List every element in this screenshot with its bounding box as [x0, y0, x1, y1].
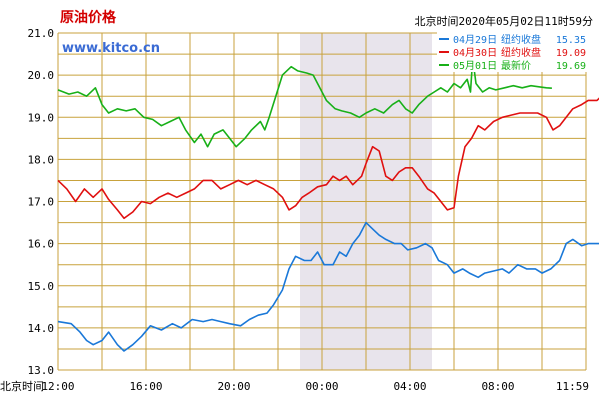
x-axis-prefix: 北京时间	[0, 379, 44, 393]
legend-box	[437, 32, 587, 72]
legend-series-label: 纽约收盘	[501, 46, 541, 59]
y-tick-label: 14.0	[28, 322, 55, 335]
chart-title: 原油价格	[60, 9, 117, 26]
site-watermark: www.kitco.cn	[62, 41, 160, 56]
y-tick-label: 18.0	[28, 153, 55, 166]
legend-series-value: 19.69	[556, 61, 586, 72]
y-axis-ticks: 13.0 14.0 15.0 16.0 17.0 18.0 19.0 20.0 21.0	[28, 27, 55, 377]
legend-series-label: 最新价	[501, 59, 531, 72]
legend: 04月29日 纽约收盘 15.35 04月30日 纽约收盘 19.09 05月01日 最新价 1…	[437, 32, 587, 72]
x-tick-label: 04:00	[393, 380, 426, 393]
y-tick-label: 15.0	[28, 280, 55, 293]
x-tick-label: 16:00	[129, 380, 162, 393]
series-line-1	[57, 97, 599, 220]
legend-series-value: 15.35	[556, 35, 586, 46]
y-tick-label: 13.0	[28, 364, 55, 377]
y-tick-label: 19.0	[28, 111, 55, 124]
x-tick-label: 20:00	[217, 380, 250, 393]
x-tick-label: 08:00	[481, 380, 514, 393]
legend-series-label: 纽约收盘	[501, 33, 541, 46]
y-tick-label: 17.0	[28, 196, 55, 209]
y-tick-label: 20.0	[28, 69, 55, 82]
x-tick-label: 00:00	[305, 380, 338, 393]
x-axis-ticks: 12:00 16:00 20:00 00:00 04:00 08:00 11:59	[41, 380, 589, 393]
legend-series-name: 04月30日	[453, 47, 497, 59]
legend-series-name: 05月01日	[453, 60, 497, 72]
y-tick-label: 16.0	[28, 238, 55, 251]
x-tick-label: 12:00	[41, 380, 74, 393]
legend-series-name: 04月29日	[453, 34, 497, 46]
legend-series-value: 19.09	[556, 48, 586, 59]
x-tick-label: 11:59	[556, 380, 589, 393]
series-line-0	[57, 221, 599, 352]
timestamp: 北京时间2020年05月02日11时59分	[415, 14, 593, 28]
y-tick-label: 21.0	[28, 27, 55, 40]
